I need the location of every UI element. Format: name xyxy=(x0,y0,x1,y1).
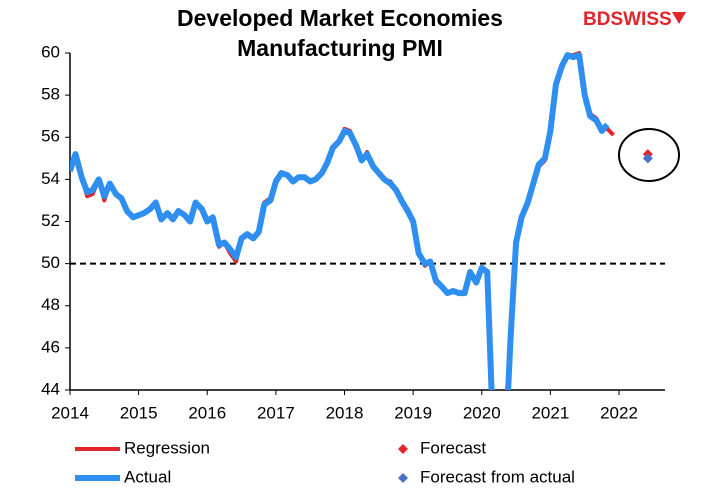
x-tick-label: 2014 xyxy=(51,403,89,422)
legend-swatch xyxy=(398,444,408,454)
y-tick-label: 48 xyxy=(41,295,60,314)
series-line xyxy=(70,51,615,390)
legend-label: Forecast xyxy=(420,438,486,457)
x-tick-label: 2021 xyxy=(531,403,569,422)
annotation-circle xyxy=(618,128,680,182)
legend-label: Actual xyxy=(124,467,171,486)
series-line xyxy=(70,52,610,390)
x-tick-label: 2018 xyxy=(326,403,364,422)
x-tick-label: 2022 xyxy=(600,403,638,422)
y-tick-label: 54 xyxy=(41,169,60,188)
x-tick-label: 2017 xyxy=(257,403,295,422)
brand-icon xyxy=(672,12,686,24)
plot-area xyxy=(70,51,615,390)
chart-title: Developed Market Economies xyxy=(177,5,503,31)
x-tick-label: 2020 xyxy=(463,403,501,422)
forecast-point xyxy=(642,153,653,164)
y-tick-label: 60 xyxy=(41,42,60,61)
y-tick-label: 50 xyxy=(41,253,60,272)
x-tick-label: 2016 xyxy=(188,403,226,422)
brand-logo: BDSWISS xyxy=(583,9,672,30)
legend-label: Regression xyxy=(124,438,210,457)
y-tick-label: 52 xyxy=(41,211,60,230)
y-tick-label: 46 xyxy=(41,337,60,356)
legend-swatch xyxy=(398,473,408,483)
legend-label: Forecast from actual xyxy=(420,467,575,486)
chart-title: Manufacturing PMI xyxy=(237,35,443,61)
y-tick-label: 56 xyxy=(41,127,60,146)
x-tick-label: 2019 xyxy=(394,403,432,422)
y-tick-label: 58 xyxy=(41,85,60,104)
x-tick-label: 2015 xyxy=(120,403,158,422)
y-tick-label: 44 xyxy=(41,379,60,398)
